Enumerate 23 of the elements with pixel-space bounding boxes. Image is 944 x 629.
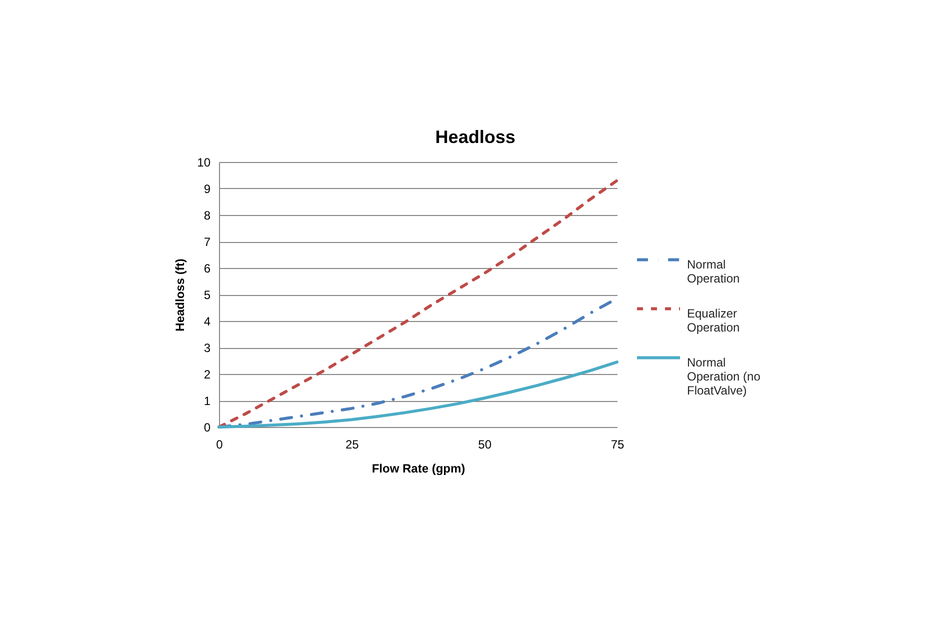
y-tick-label: 1	[204, 394, 211, 408]
line-series	[218, 179, 618, 428]
x-tick-label: 50	[478, 438, 492, 452]
line-series	[218, 360, 618, 428]
y-tick-label: 3	[204, 341, 211, 355]
chart-title: Headloss	[435, 127, 516, 147]
legend-label: Equalizer Operation	[687, 306, 740, 335]
y-axis-title: Headloss (ft)	[173, 258, 188, 332]
y-tick-label: 7	[204, 235, 211, 249]
x-tick-label: 0	[216, 438, 224, 452]
y-tick-label: 4	[204, 314, 211, 328]
legend-label: Normal Operation (no FloatValve)	[687, 356, 761, 398]
x-axis-title: Flow Rate (gpm)	[372, 462, 466, 476]
y-tick-label: 5	[204, 288, 211, 302]
y-tick-label: 9	[204, 182, 211, 196]
legend-label: Normal Operation	[687, 258, 740, 286]
y-tick-label: 0	[204, 420, 211, 434]
y-tick-label: 2	[204, 368, 211, 382]
x-tick-label: 75	[610, 438, 624, 452]
y-tick-label: 10	[197, 156, 211, 170]
y-tick-label: 6	[204, 262, 211, 276]
y-tick-label: 8	[204, 208, 211, 222]
x-tick-label: 25	[345, 438, 360, 452]
